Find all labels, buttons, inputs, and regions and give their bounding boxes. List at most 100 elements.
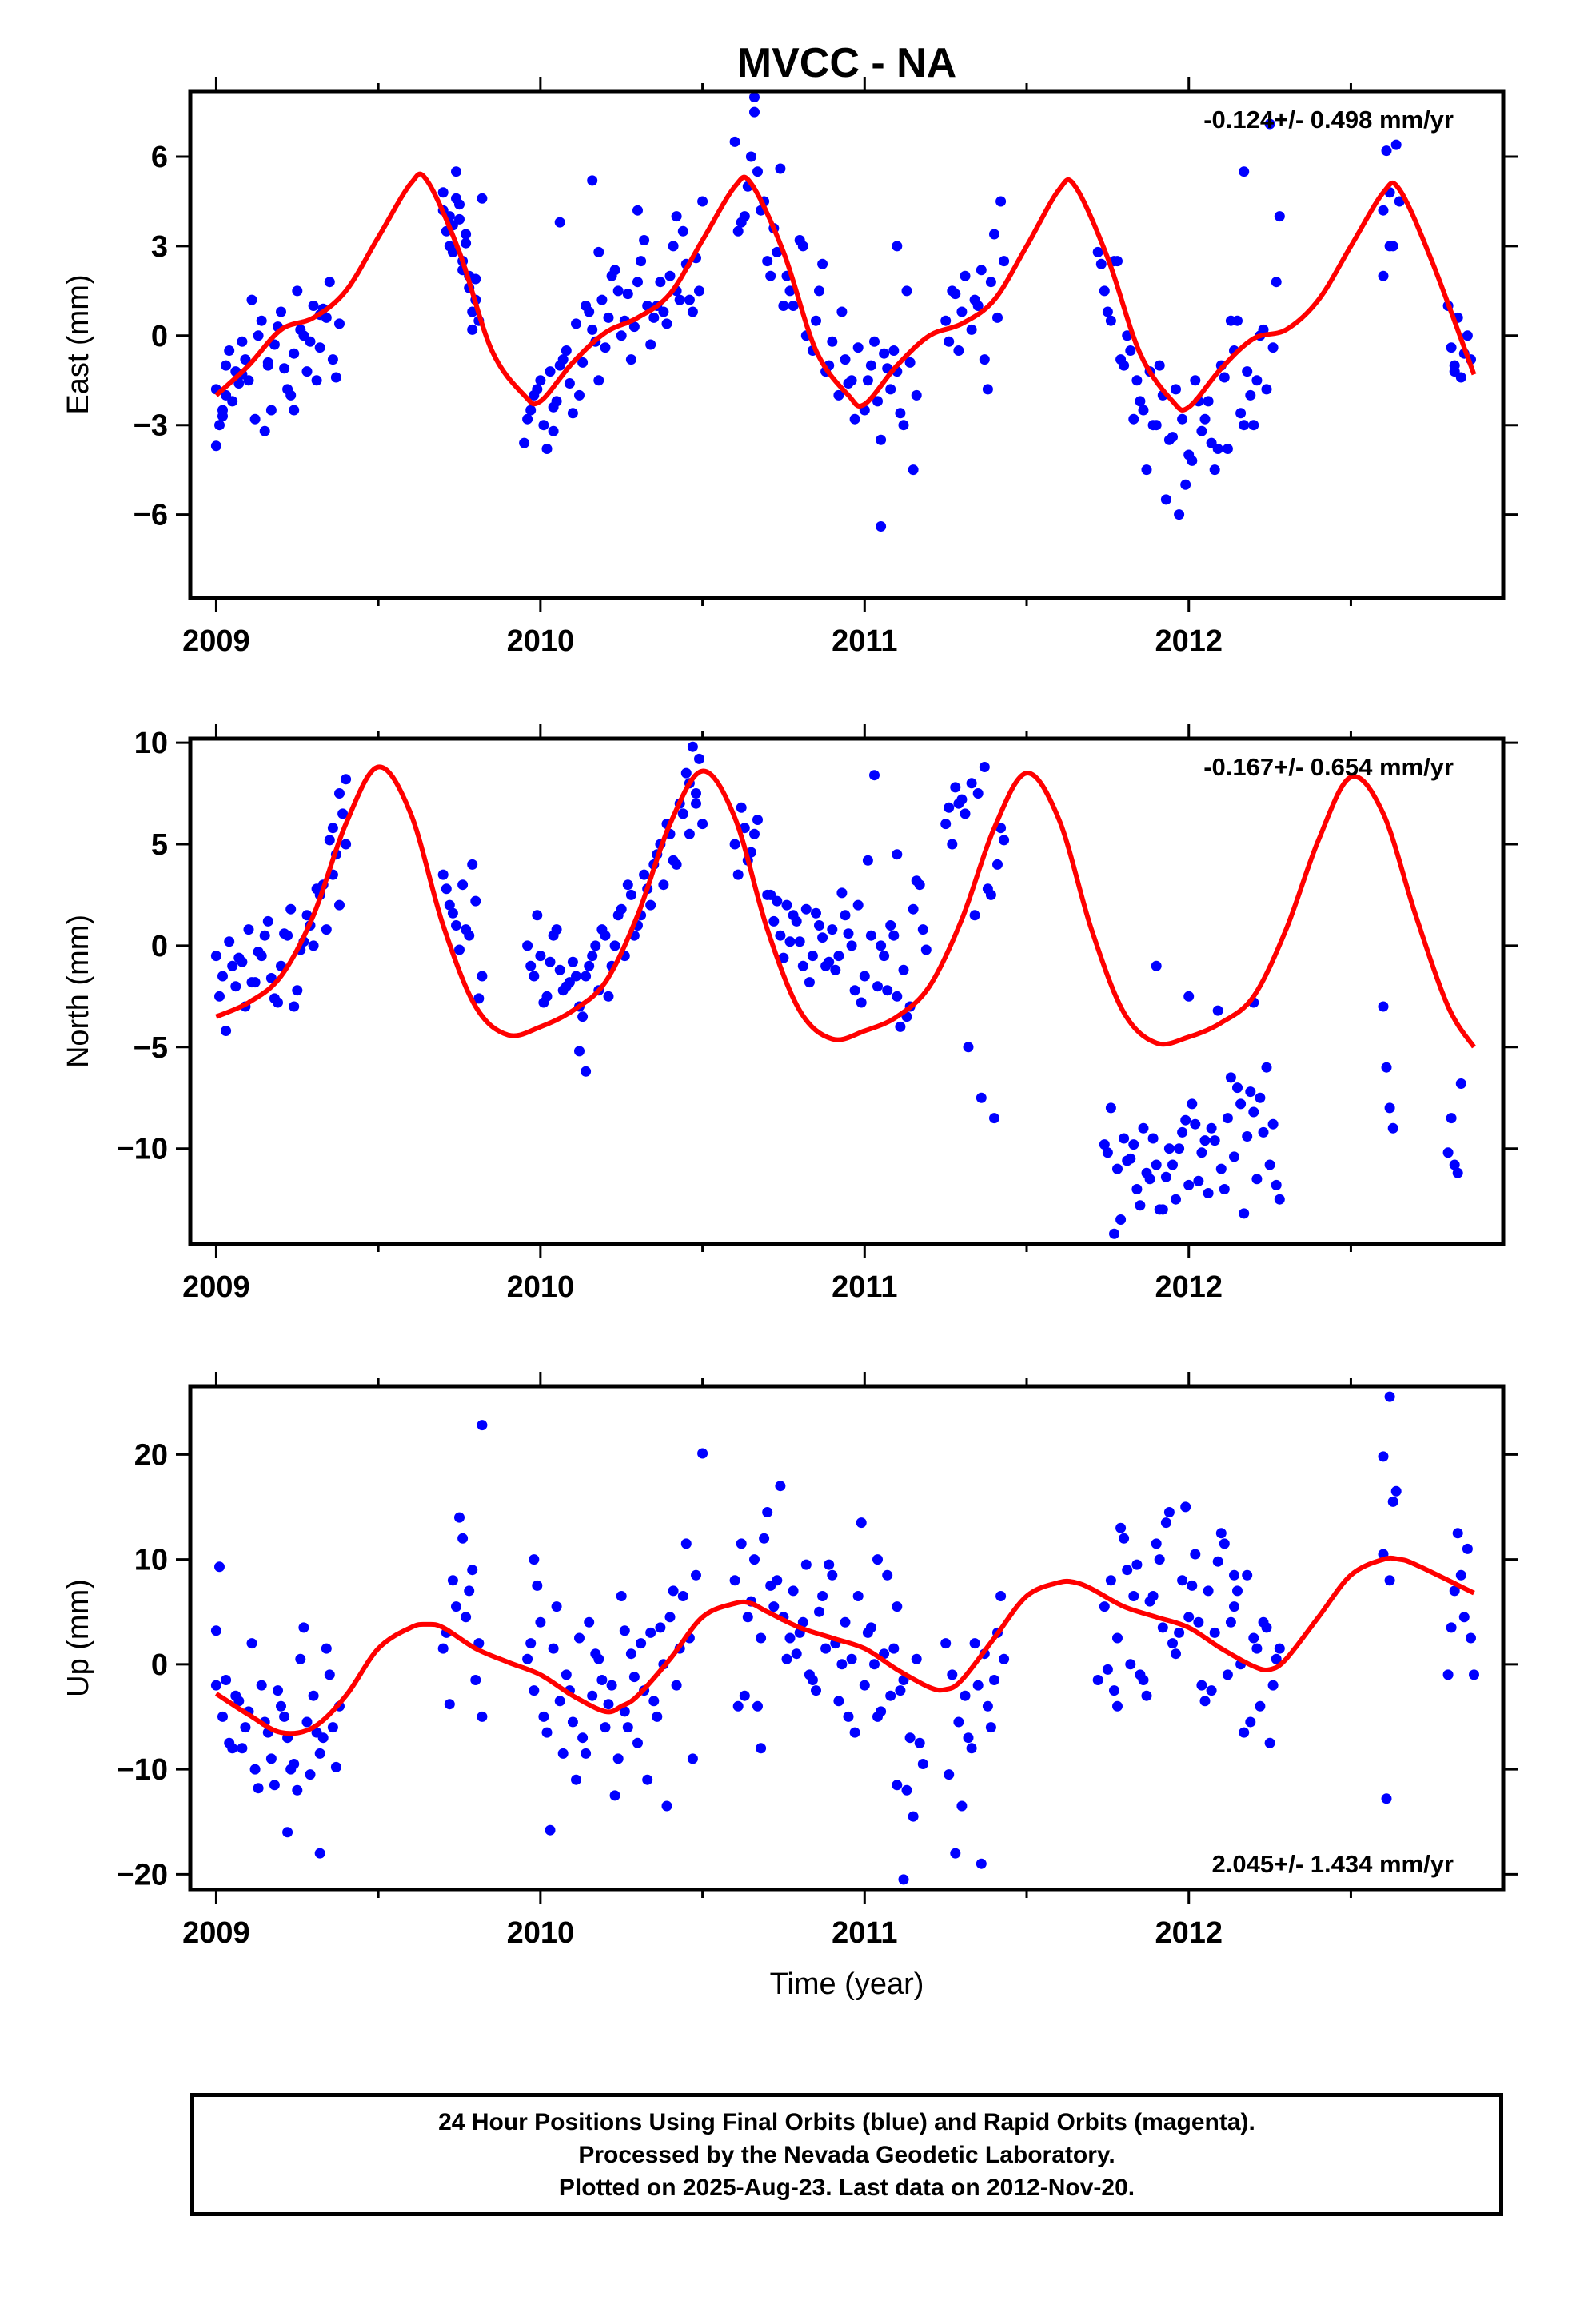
y-tick-label: 5 bbox=[151, 828, 168, 862]
up-plot-frame bbox=[188, 1384, 1506, 1892]
data-point bbox=[587, 324, 598, 335]
data-point bbox=[849, 413, 860, 425]
data-point bbox=[684, 294, 695, 305]
north-rate-label: -0.167+/- 0.654 mm/yr bbox=[1203, 753, 1454, 781]
data-point bbox=[833, 951, 844, 962]
data-point bbox=[1131, 1559, 1143, 1570]
data-point bbox=[904, 1732, 916, 1744]
data-point bbox=[632, 1737, 643, 1748]
data-point bbox=[778, 301, 789, 311]
data-point bbox=[827, 336, 838, 347]
data-point bbox=[609, 940, 620, 951]
data-point bbox=[324, 1669, 335, 1680]
data-point bbox=[600, 1722, 611, 1733]
data-point bbox=[836, 887, 848, 899]
data-point bbox=[756, 1632, 767, 1644]
data-point bbox=[249, 1764, 261, 1775]
data-point bbox=[901, 1784, 912, 1796]
data-point bbox=[862, 855, 873, 866]
panel-up: 2009 2010 2011 2012 −20 −10 0 10 20 Up (mm) Time (… bbox=[62, 1372, 1518, 2001]
data-point bbox=[989, 1675, 999, 1685]
data-point bbox=[1235, 408, 1247, 419]
data-point bbox=[1215, 1163, 1227, 1174]
data-point bbox=[908, 1811, 919, 1822]
data-point bbox=[729, 839, 740, 850]
data-point bbox=[564, 977, 575, 988]
data-point bbox=[298, 1622, 309, 1633]
data-point bbox=[233, 952, 245, 963]
data-point bbox=[1459, 0, 1470, 6]
data-point bbox=[642, 1774, 653, 1785]
data-point bbox=[664, 270, 676, 281]
data-point bbox=[1099, 285, 1110, 297]
data-point bbox=[467, 306, 478, 317]
data-point bbox=[285, 389, 297, 401]
data-point bbox=[454, 199, 465, 210]
data-point bbox=[292, 285, 303, 297]
data-point bbox=[214, 1561, 225, 1573]
data-point bbox=[691, 798, 701, 809]
data-point bbox=[830, 964, 841, 975]
data-point bbox=[1193, 1175, 1204, 1186]
data-point bbox=[852, 1591, 864, 1601]
data-point bbox=[892, 1780, 903, 1791]
data-point bbox=[1378, 270, 1389, 281]
data-point bbox=[1151, 1159, 1162, 1170]
data-point bbox=[1206, 1685, 1217, 1696]
data-point bbox=[768, 1601, 780, 1612]
data-point bbox=[636, 1638, 647, 1649]
data-point bbox=[314, 342, 325, 353]
data-point bbox=[645, 1627, 656, 1638]
data-point bbox=[840, 1616, 851, 1628]
data-point bbox=[600, 342, 611, 353]
data-point bbox=[437, 869, 449, 880]
data-point bbox=[571, 971, 581, 982]
data-point bbox=[960, 270, 971, 281]
data-point bbox=[1141, 464, 1152, 476]
data-point bbox=[979, 354, 990, 365]
data-point bbox=[856, 997, 867, 1008]
data-point bbox=[1105, 315, 1116, 326]
data-point bbox=[1180, 1501, 1191, 1513]
data-point bbox=[1190, 375, 1201, 386]
data-point bbox=[581, 971, 592, 982]
data-point bbox=[655, 277, 666, 288]
data-point bbox=[1384, 1391, 1395, 1402]
data-point bbox=[210, 440, 221, 452]
data-point bbox=[324, 277, 335, 288]
data-point bbox=[1229, 1151, 1239, 1162]
data-point bbox=[276, 306, 286, 317]
data-point bbox=[1264, 1737, 1275, 1748]
data-point bbox=[1209, 1135, 1220, 1146]
data-point bbox=[645, 339, 656, 350]
data-point bbox=[214, 420, 225, 431]
y-tick-label: 6 bbox=[151, 141, 168, 174]
data-point bbox=[240, 354, 251, 365]
data-point bbox=[1177, 1575, 1188, 1586]
data-point bbox=[1274, 211, 1285, 222]
data-point bbox=[836, 1659, 848, 1670]
data-point bbox=[1219, 1538, 1230, 1549]
data-point bbox=[567, 1716, 578, 1728]
data-point bbox=[817, 932, 828, 943]
data-point bbox=[1199, 1135, 1211, 1146]
data-point bbox=[311, 1727, 322, 1738]
data-point bbox=[736, 1538, 747, 1549]
data-point bbox=[249, 413, 261, 425]
data-point bbox=[1177, 1126, 1188, 1138]
data-point bbox=[648, 1696, 660, 1707]
data-point bbox=[671, 1680, 682, 1691]
data-point bbox=[1125, 345, 1136, 356]
data-point bbox=[522, 940, 533, 951]
data-point bbox=[289, 1001, 300, 1012]
data-point bbox=[1390, 139, 1402, 150]
data-point bbox=[781, 1653, 792, 1664]
data-point bbox=[999, 1653, 1010, 1664]
data-point bbox=[567, 956, 578, 967]
data-point bbox=[308, 1690, 319, 1701]
data-point bbox=[525, 405, 537, 416]
data-point bbox=[966, 324, 977, 335]
data-point bbox=[892, 1601, 903, 1612]
data-point bbox=[217, 1711, 228, 1722]
data-point bbox=[1212, 444, 1223, 454]
